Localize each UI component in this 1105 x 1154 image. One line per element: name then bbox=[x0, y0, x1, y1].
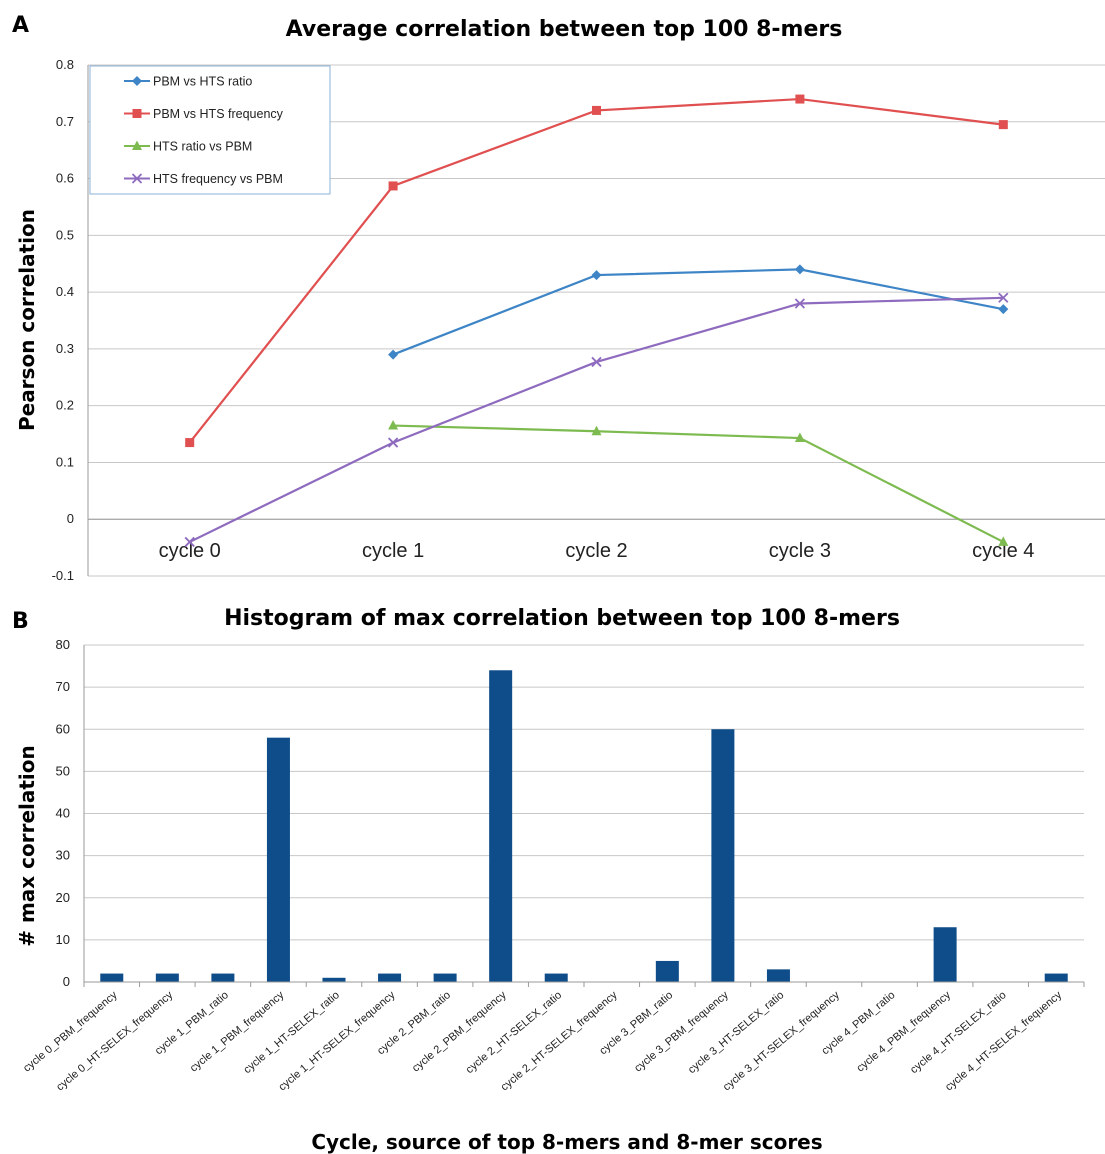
panel-b-xtick-label: cycle 0_HT-SELEX_frequency bbox=[54, 989, 175, 1094]
panel-b-xtick-label: cycle 2_HT-SELEX_ratio bbox=[464, 989, 564, 1076]
data-point-hts-ratio-vs-pbm bbox=[794, 432, 805, 443]
panel-a-ylabel: Pearson correlation bbox=[15, 209, 39, 431]
data-point-hts-ratio-vs-pbm bbox=[388, 420, 399, 430]
panel-b-xtick-label: cycle 4_PBM_frequency bbox=[854, 989, 953, 1075]
panel-b-letter: B bbox=[12, 609, 29, 634]
panel-b-xtick-label: cycle 3_HT-SELEX_frequency bbox=[721, 989, 842, 1094]
data-point-hts-frequency-vs-pbm bbox=[184, 536, 195, 548]
bar-cycle-3-pbm-frequency bbox=[711, 729, 735, 982]
bar-cycle-4-ht-selex-frequency bbox=[1044, 973, 1068, 982]
legend-swatch-marker bbox=[132, 140, 142, 150]
panel-b-xtick-label: cycle 2_HT-SELEX_frequency bbox=[499, 989, 620, 1094]
panel-a-plot: -0.1 0 0.1 0.2 0.3 0.4 0.5 0.6 0.7 0.8 cycle 0 cycl… bbox=[52, 57, 1105, 583]
panel-a-ytick-label: 0.2 bbox=[56, 398, 74, 413]
panel-b-xtick-label: cycle 0_PBM_frequency bbox=[21, 989, 120, 1075]
data-point-pbm-vs-hts-frequency bbox=[998, 120, 1008, 130]
bar-cycle-0-ht-selex-frequency bbox=[155, 973, 179, 982]
data-point-hts-ratio-vs-pbm bbox=[591, 425, 602, 436]
bar-cycle-1-pbm-frequency bbox=[266, 737, 290, 982]
panel-a-xtick-label: cycle 1 bbox=[362, 540, 424, 562]
legend-swatch-marker bbox=[132, 109, 142, 118]
data-point-pbm-vs-hts-ratio bbox=[388, 349, 399, 360]
panel-b-xlabel: Cycle, source of top 8-mers and 8-mer sc… bbox=[311, 1130, 822, 1154]
panel-b-xtick-label: cycle 1_HT-SELEX_frequency bbox=[276, 989, 397, 1094]
panel-a-xtick-label: cycle 4 bbox=[972, 540, 1034, 562]
panel-a-title: Average correlation between top 100 8-me… bbox=[286, 17, 843, 42]
panel-b-xtick-label: cycle 3_PBM_frequency bbox=[632, 989, 731, 1075]
bar-cycle-2-pbm-frequency bbox=[489, 670, 513, 982]
bar-cycle-2-pbm-ratio bbox=[433, 973, 457, 982]
bar-cycle-1-ht-selex-ratio bbox=[322, 977, 346, 982]
data-point-pbm-vs-hts-frequency bbox=[592, 105, 601, 115]
panel-a-ytick-label: 0.8 bbox=[56, 57, 74, 72]
panel-b-ytick-label: 80 bbox=[56, 637, 70, 652]
panel-b-ytick-label: 70 bbox=[56, 679, 70, 694]
bar-cycle-2-ht-selex-ratio bbox=[544, 973, 568, 982]
panel-b-xtick-label: cycle 2_PBM_frequency bbox=[410, 989, 509, 1075]
panel-b-xtick-label: cycle 1_HT-SELEX_ratio bbox=[241, 989, 341, 1076]
data-point-pbm-vs-hts-ratio bbox=[794, 264, 805, 275]
panel-a-ytick-label: 0.6 bbox=[56, 171, 74, 186]
panel-b-ytick-label: 20 bbox=[56, 890, 70, 905]
data-point-hts-frequency-vs-pbm bbox=[998, 292, 1009, 303]
legend-swatch-marker bbox=[132, 76, 142, 86]
panel-b-ytick-label: 60 bbox=[56, 721, 70, 736]
bar-cycle-0-pbm-frequency bbox=[100, 973, 124, 982]
data-point-pbm-vs-hts-frequency bbox=[185, 438, 195, 448]
bar-cycle-3-pbm-ratio bbox=[655, 960, 679, 982]
legend-label-hts-frequency-vs-pbm: HTS frequency vs PBM bbox=[153, 172, 283, 186]
legend-box bbox=[89, 65, 331, 195]
panel-a-ytick-label: 0.4 bbox=[56, 284, 74, 299]
data-point-pbm-vs-hts-frequency bbox=[795, 94, 805, 104]
panel-a-xtick-label: cycle 2 bbox=[565, 540, 627, 562]
data-point-hts-frequency-vs-pbm bbox=[387, 437, 399, 448]
panel-a-xtick-label: cycle 3 bbox=[769, 540, 831, 562]
panel-b-ylabel: # max correlation bbox=[15, 745, 39, 947]
series-line-pbm-vs-hts-ratio bbox=[392, 268, 1004, 356]
panel-b-ytick-label: 50 bbox=[56, 763, 70, 778]
panel-b-xtick-label: cycle 4_HT-SELEX_ratio bbox=[908, 989, 1008, 1076]
panel-a-ytick-label: 0.5 bbox=[56, 227, 74, 242]
panel-a-ytick-label: 0 bbox=[67, 511, 74, 526]
panel-b-xtick-label: cycle 3_HT-SELEX_ratio bbox=[686, 989, 786, 1076]
panel-b-ytick-label: 0 bbox=[63, 974, 70, 989]
legend-label-hts-ratio-vs-pbm: HTS ratio vs PBM bbox=[153, 140, 252, 154]
panel-b-xtick-label: cycle 1_PBM_frequency bbox=[188, 989, 287, 1075]
legend-label-pbm-vs-hts-frequency: PBM vs HTS frequency bbox=[153, 107, 284, 121]
series-line-hts-ratio-vs-pbm bbox=[393, 424, 1004, 543]
panel-b-title: Histogram of max correlation between top… bbox=[224, 606, 900, 631]
data-point-hts-frequency-vs-pbm bbox=[591, 356, 602, 368]
legend-swatch-marker bbox=[131, 173, 143, 184]
panel-b-ytick-label: 10 bbox=[56, 932, 70, 947]
data-point-pbm-vs-hts-frequency bbox=[388, 181, 398, 191]
panel-a-ytick-label: -0.1 bbox=[52, 568, 74, 583]
panel-a-ytick-label: 0.1 bbox=[56, 454, 74, 469]
panel-b-xtick-label: cycle 4_HT-SELEX_frequency bbox=[943, 989, 1064, 1094]
data-point-pbm-vs-hts-ratio bbox=[998, 304, 1009, 315]
panel-a-ytick-label: 0.7 bbox=[56, 114, 74, 129]
panel-a-letter: A bbox=[12, 13, 29, 38]
panel-b-ytick-label: 40 bbox=[56, 806, 70, 821]
bar-cycle-4-pbm-frequency bbox=[933, 927, 957, 982]
panel-a-xtick-label: cycle 0 bbox=[159, 540, 221, 562]
series-line-hts-frequency-vs-pbm bbox=[189, 296, 1004, 543]
panel-a-ytick-label: 0.3 bbox=[56, 341, 74, 356]
data-point-hts-frequency-vs-pbm bbox=[794, 298, 806, 309]
data-point-pbm-vs-hts-ratio bbox=[591, 270, 602, 281]
panel-b-ytick-label: 30 bbox=[56, 848, 70, 863]
bar-cycle-1-ht-selex-frequency bbox=[378, 973, 402, 982]
bar-cycle-3-ht-selex-ratio bbox=[766, 969, 790, 982]
bar-cycle-1-pbm-ratio bbox=[211, 973, 235, 982]
panel-a-legend: PBM vs HTS ratio PBM vs HTS frequency HTS … bbox=[89, 65, 331, 195]
legend-label-pbm-vs-hts-ratio: PBM vs HTS ratio bbox=[153, 75, 252, 89]
data-point-hts-ratio-vs-pbm bbox=[998, 536, 1009, 546]
